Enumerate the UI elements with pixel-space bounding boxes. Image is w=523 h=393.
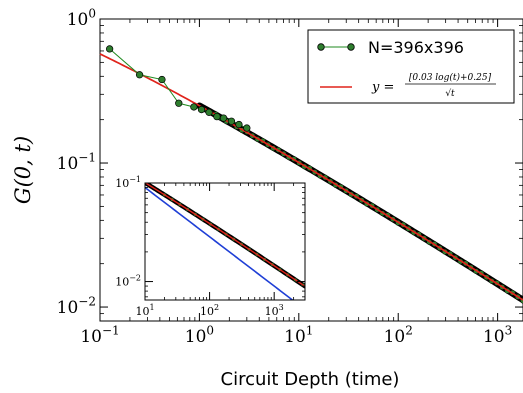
inset-series (145, 183, 305, 300)
legend-formula-denominator: √t (445, 88, 455, 99)
data-point (175, 99, 183, 107)
main-x-tick-label: 10−1 (80, 323, 119, 347)
legend-formula-numerator: [0.03 log(t)+0.25] (409, 72, 492, 83)
data-point (227, 117, 236, 125)
legend-label-data: N=396x396 (368, 38, 464, 57)
legend-label-fit: y = [0.03 log(t)+0.25] √t (371, 72, 496, 99)
data-point (158, 75, 166, 84)
inset-x-tick-label: 101 (135, 303, 154, 318)
data-point (213, 112, 221, 121)
inset-background (145, 183, 305, 300)
inset-y-tick-label: 10−2 (115, 273, 141, 288)
inset-frame (144, 182, 306, 301)
data-point (235, 120, 243, 129)
y-axis-label: G(0, t) (11, 136, 35, 204)
data-point (105, 45, 114, 53)
data-point (219, 114, 228, 122)
inset-ticks: 101 102 103 10−1 10−2 (115, 175, 305, 318)
main-series (99, 45, 523, 304)
data-point (197, 105, 206, 114)
inset: 101 102 103 10−1 10−2 (115, 175, 306, 318)
inset-x-tick-label: 102 (200, 303, 219, 318)
main-y-tick-label: 10−2 (57, 294, 96, 318)
x-axis-label: Circuit Depth (time) (221, 369, 400, 390)
inset-fit-line (145, 183, 305, 287)
data-point (190, 103, 198, 111)
main-ticks: 10−1 100 101 102 103 100 10−1 10−2 (57, 6, 523, 347)
main-x-tick-label: 101 (284, 323, 313, 347)
legend-box (307, 29, 515, 104)
fit-line (99, 53, 523, 301)
main-x-tick-label: 103 (483, 323, 512, 347)
main-y-tick-label: 10−1 (57, 150, 96, 174)
main-x-tick-label: 100 (185, 323, 214, 347)
main-y-tick-label: 100 (67, 6, 96, 30)
legend-formula-y: y = (371, 80, 394, 95)
legend: N=396x396 y = [0.03 log(t)+0.25] √t (307, 29, 515, 104)
data-point (135, 71, 144, 79)
data-point (205, 108, 213, 116)
legend-swatch-data-marker-right (347, 43, 355, 51)
inset-power-law-line (145, 186, 294, 300)
data-point (243, 124, 251, 132)
inset-y-tick-label: 10−1 (115, 175, 141, 190)
legend-swatch-data-marker-left (317, 43, 325, 51)
inset-x-tick-label: 103 (265, 303, 284, 318)
main-x-tick-label: 102 (384, 323, 413, 347)
